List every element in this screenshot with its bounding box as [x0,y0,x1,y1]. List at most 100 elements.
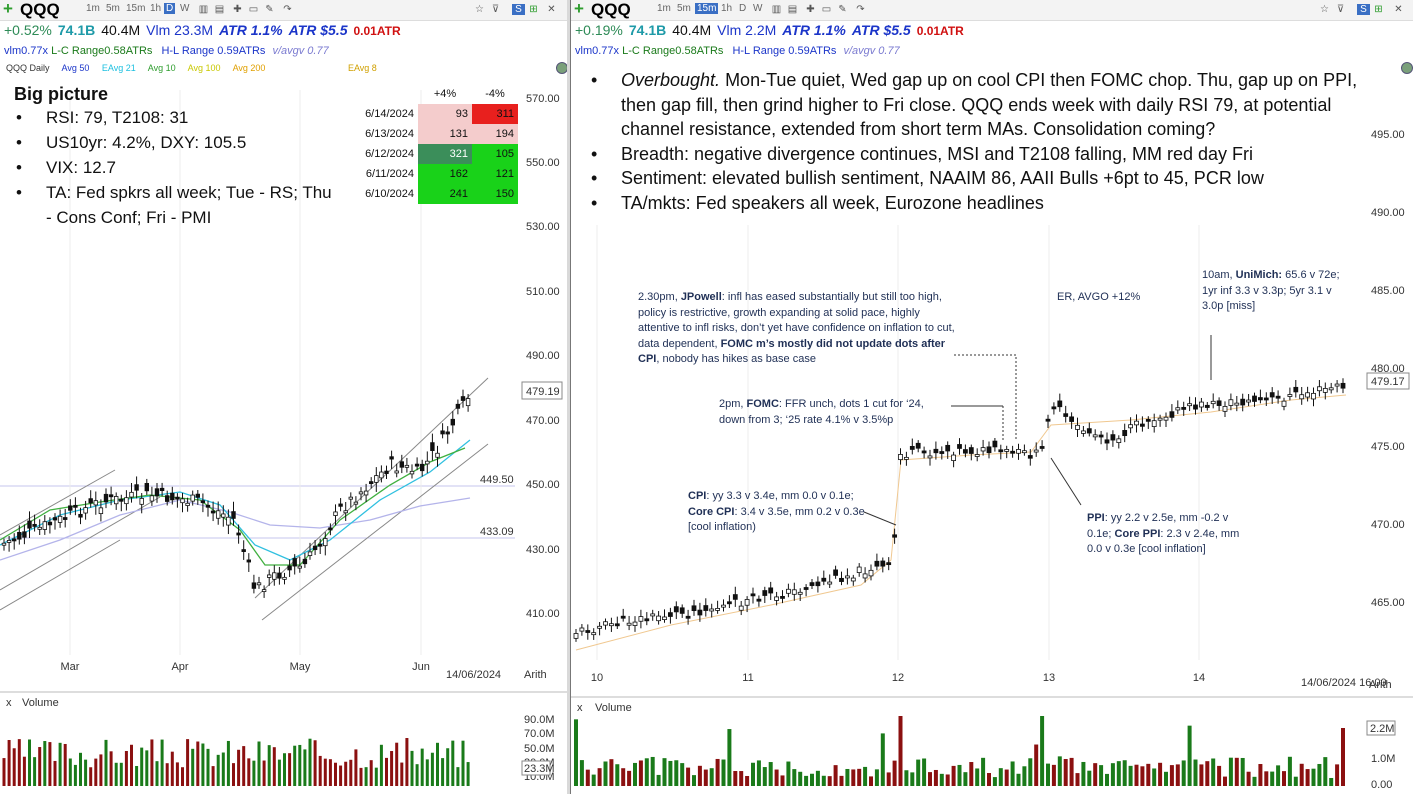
legend-avg10[interactable]: Avg 10 [147,63,176,73]
volume-bar [461,740,465,786]
star-icon[interactable]: ☆ [475,4,484,15]
candle-body [22,531,27,538]
price-axis-label: 550.00 [526,157,560,169]
candle-body [445,431,450,435]
link-icon[interactable]: S [512,4,525,15]
month-label: Jun [412,661,430,673]
timeframe-daily[interactable]: D [739,3,747,14]
candle-body [780,596,785,599]
draw-tools-icon[interactable]: ▤ [214,4,225,15]
star-icon[interactable]: ☆ [1320,4,1329,15]
candle-body [272,572,277,580]
date-stamp: 14/06/2024 16:00 [1301,677,1387,689]
timeframe-weekly[interactable]: W [753,3,763,14]
timeframe-weekly[interactable]: W [180,3,190,14]
add-symbol-icon[interactable]: + [3,0,13,18]
symbol-label[interactable]: QQQ [20,0,60,19]
eraser-icon[interactable]: ▭ [821,4,832,15]
crosshair-icon[interactable]: ✚ [233,4,242,15]
candle-body [42,521,47,530]
candle-body [328,527,333,531]
candle-body [333,511,338,516]
legend-symbol[interactable]: QQQ Daily [6,63,50,73]
volume-bar [369,760,373,786]
candle-body [868,569,874,577]
legend-avg100[interactable]: Avg 100 [187,63,221,73]
timeframe-15m[interactable]: 15m [126,3,146,14]
symbol-label[interactable]: QQQ [591,0,631,19]
timeframe-1h[interactable]: 1h [721,3,733,14]
link-icon[interactable]: S [1357,4,1370,15]
candle-body [762,590,768,596]
timeframe-5m[interactable]: 5m [677,3,691,14]
volume-bar [1181,760,1186,786]
candle-body [839,577,844,582]
candle-body [78,513,83,518]
timeframe-daily[interactable]: D [164,3,176,14]
expand-icon[interactable]: ⊞ [529,4,538,15]
candle-body [1216,400,1222,406]
settings-gear-icon[interactable] [556,62,567,74]
candle-body [874,560,880,567]
right-chart-pane[interactable]: + QQQ 1m 5m 15m 1h D W ▥ ▤ ✚ ▭ ✎ ↷ ☆ ⊽ S… [570,0,1413,794]
volume-bar [939,773,944,786]
legend-avg200[interactable]: Avg 200 [232,63,266,73]
legend-avg50[interactable]: Avg 50 [61,63,90,73]
avgv-ratio: v/avgv 0.77 [272,45,329,57]
candle-body [190,494,195,502]
candle-body [880,560,886,567]
volume-tag [521,760,551,776]
timeframe-1h[interactable]: 1h [150,3,162,14]
metrics-row: vlm0.77x L-C Range0.58ATRs H-L Range 0.5… [4,45,329,57]
volume-bar [792,769,797,786]
candle-body [180,498,185,504]
price-axis-label: 430.00 [526,544,560,556]
pencil-icon[interactable]: ✎ [838,4,847,15]
close-icon[interactable]: ✕ [1394,4,1403,15]
volume-bar [703,769,708,786]
pencil-icon[interactable]: ✎ [265,4,274,15]
atr-ratio: 0.01ATR [353,24,401,38]
timeframe-1m[interactable]: 1m [86,3,100,14]
share-icon[interactable]: ↷ [283,4,292,15]
volume-bar [574,719,578,786]
draw-tools-icon[interactable]: ▤ [787,4,798,15]
candle-body [1010,450,1016,454]
expand-icon[interactable]: ⊞ [1374,4,1383,15]
volume-bar [621,768,626,786]
filter-icon[interactable]: ⊽ [491,4,500,15]
volume-bar [668,760,673,786]
candle-body [164,495,170,502]
volume-bar [1040,716,1045,786]
close-icon[interactable]: ✕ [547,4,556,15]
timeframe-1m[interactable]: 1m [657,3,671,14]
overview-item-ta: TA/mkts: Fed speakers all week, Eurozone… [589,191,1359,216]
volume-bar [379,744,383,786]
share-icon[interactable]: ↷ [856,4,865,15]
chart-type-icon[interactable]: ▥ [771,4,782,15]
candle-body [626,622,632,626]
volume-bar [1075,773,1080,786]
eraser-icon[interactable]: ▭ [248,4,259,15]
hl-range: H-L Range 0.59ATRs [161,45,266,57]
volume-bar [237,749,241,786]
intraday-price-chart[interactable]: 495.00 490.00 485.00 480.00 475.00 470.00 465.… [571,0,1413,794]
volume-bar [1063,759,1068,786]
add-symbol-icon[interactable]: + [574,0,584,18]
pane-divider[interactable] [567,0,570,794]
left-chart-pane[interactable]: + QQQ 1m 5m 15m 1h D W ▥ ▤ ✚ ▭ ✎ ↷ ☆ ⊽ S… [0,0,568,794]
legend-eavg8[interactable]: EAvg 8 [347,63,377,73]
legend-eavg21[interactable]: EAvg 21 [101,63,136,73]
timeframe-15m[interactable]: 15m [695,3,719,14]
chart-type-icon[interactable]: ▥ [198,4,209,15]
timeframe-5m[interactable]: 5m [106,3,120,14]
candle-body [1098,434,1104,438]
volume-bar [53,760,57,786]
volume-bar [1122,760,1127,786]
volume-bar [810,773,814,786]
filter-icon[interactable]: ⊽ [1336,4,1345,15]
volume-bar [17,739,21,786]
price-axis-label: 480.00 [1371,363,1405,375]
crosshair-icon[interactable]: ✚ [806,4,815,15]
candle-body [1069,416,1075,422]
